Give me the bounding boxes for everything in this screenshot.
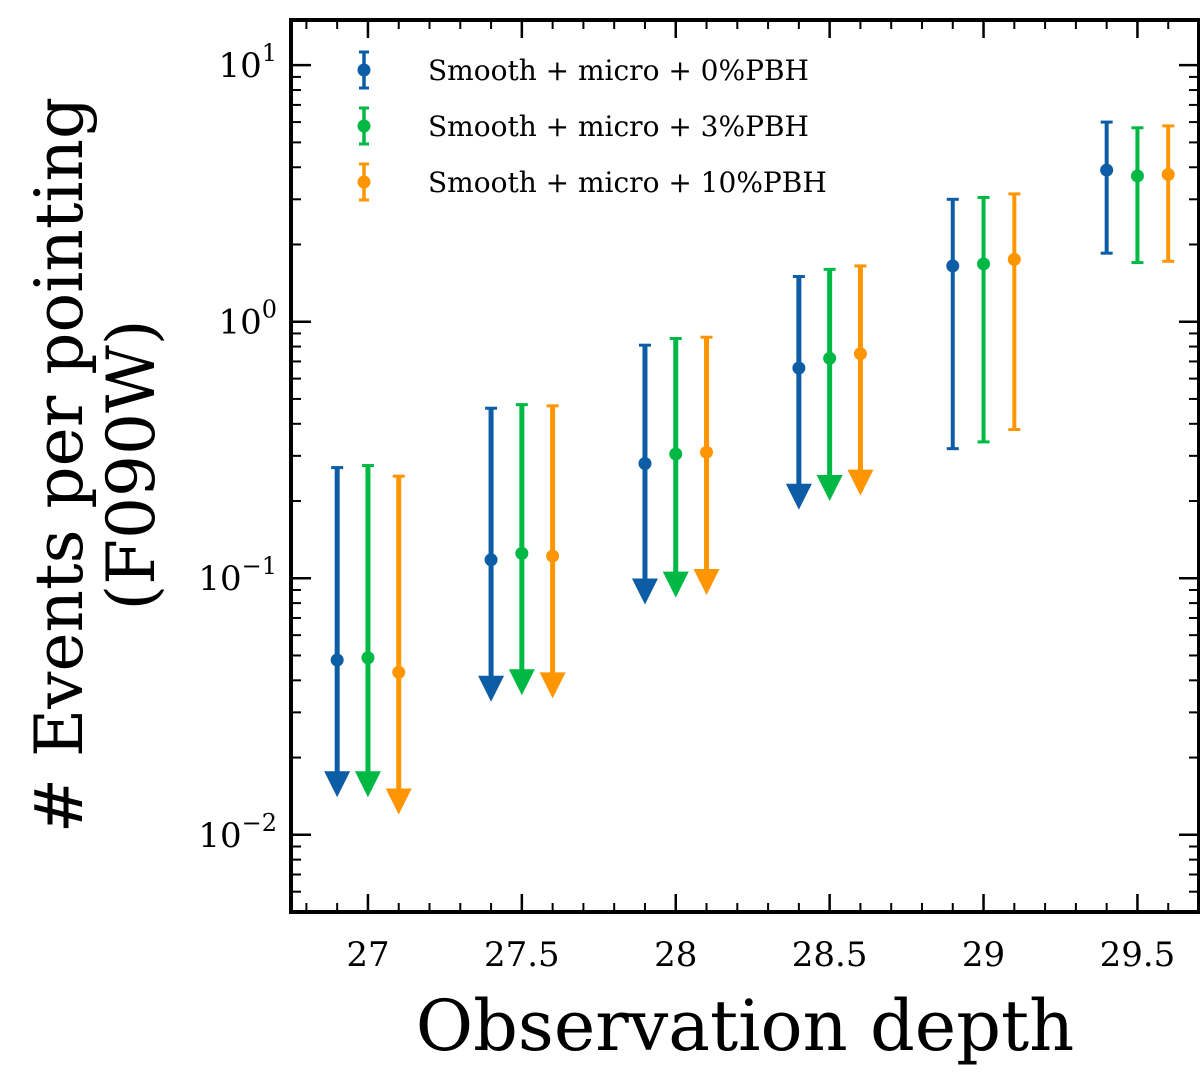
- upper-limit-arrow: [662, 571, 689, 598]
- upper-limit-arrow: [385, 788, 412, 815]
- x-tick-label: 28.5: [792, 935, 868, 975]
- data-point: [700, 445, 714, 459]
- data-point: [638, 457, 652, 471]
- series-0: [324, 120, 1114, 798]
- data-point: [1007, 252, 1021, 266]
- data-point: [330, 653, 344, 667]
- series-2: [385, 124, 1175, 815]
- upper-limit-arrow: [324, 771, 351, 798]
- plot-frame: [289, 18, 1200, 914]
- data-point: [515, 546, 529, 560]
- data-point: [823, 351, 837, 365]
- x-tick-label: 27: [346, 935, 389, 975]
- legend-marker: [357, 63, 371, 77]
- y-tick-label: 10−2: [198, 809, 277, 856]
- x-tick-label: 28: [654, 935, 697, 975]
- legend: Smooth + micro + 0%PBH Smooth + micro + 3…: [357, 50, 827, 202]
- y-tick-label: 101: [218, 39, 277, 86]
- legend-label: Smooth + micro + 3%PBH: [428, 110, 809, 143]
- y-tick-label: 10−1: [198, 552, 277, 599]
- y-axis-title-line2: (F090W): [93, 319, 170, 610]
- axes: 27 27.5 28 28.5 29 29.5 101 100 10−1 10−2: [198, 18, 1200, 975]
- upper-limit-arrow: [785, 483, 812, 510]
- upper-limit-arrow: [508, 669, 535, 696]
- x-tick-label: 29.5: [1100, 935, 1176, 975]
- data-point: [546, 549, 560, 563]
- y-axis-title-line1: # Events per pointing: [21, 97, 98, 834]
- data-point: [1100, 163, 1114, 177]
- upper-limit-arrow: [631, 578, 658, 605]
- data-point: [669, 447, 683, 461]
- data-point: [484, 553, 498, 567]
- legend-marker: [357, 175, 371, 189]
- data-point: [792, 361, 806, 375]
- upper-limit-arrow: [539, 672, 566, 699]
- data-point: [977, 257, 991, 271]
- x-axis-title: Observation depth: [416, 985, 1075, 1067]
- x-tick-label: 27.5: [484, 935, 560, 975]
- data-point: [853, 347, 867, 361]
- data-point: [1130, 169, 1144, 183]
- plot-marks: [324, 120, 1175, 815]
- upper-limit-arrow: [354, 771, 381, 798]
- upper-limit-arrow: [693, 569, 720, 596]
- legend-label: Smooth + micro + 10%PBH: [428, 166, 827, 199]
- upper-limit-arrow: [478, 675, 505, 702]
- data-point: [361, 651, 375, 665]
- y-tick-label: 100: [218, 296, 277, 343]
- upper-limit-arrow: [847, 469, 874, 496]
- data-point: [946, 259, 960, 273]
- series-1: [354, 126, 1144, 798]
- legend-label: Smooth + micro + 0%PBH: [428, 54, 809, 87]
- data-point: [392, 665, 406, 679]
- legend-marker: [357, 119, 371, 133]
- data-point: [1161, 167, 1175, 181]
- upper-limit-arrow: [816, 475, 843, 502]
- x-tick-label: 29: [962, 935, 1005, 975]
